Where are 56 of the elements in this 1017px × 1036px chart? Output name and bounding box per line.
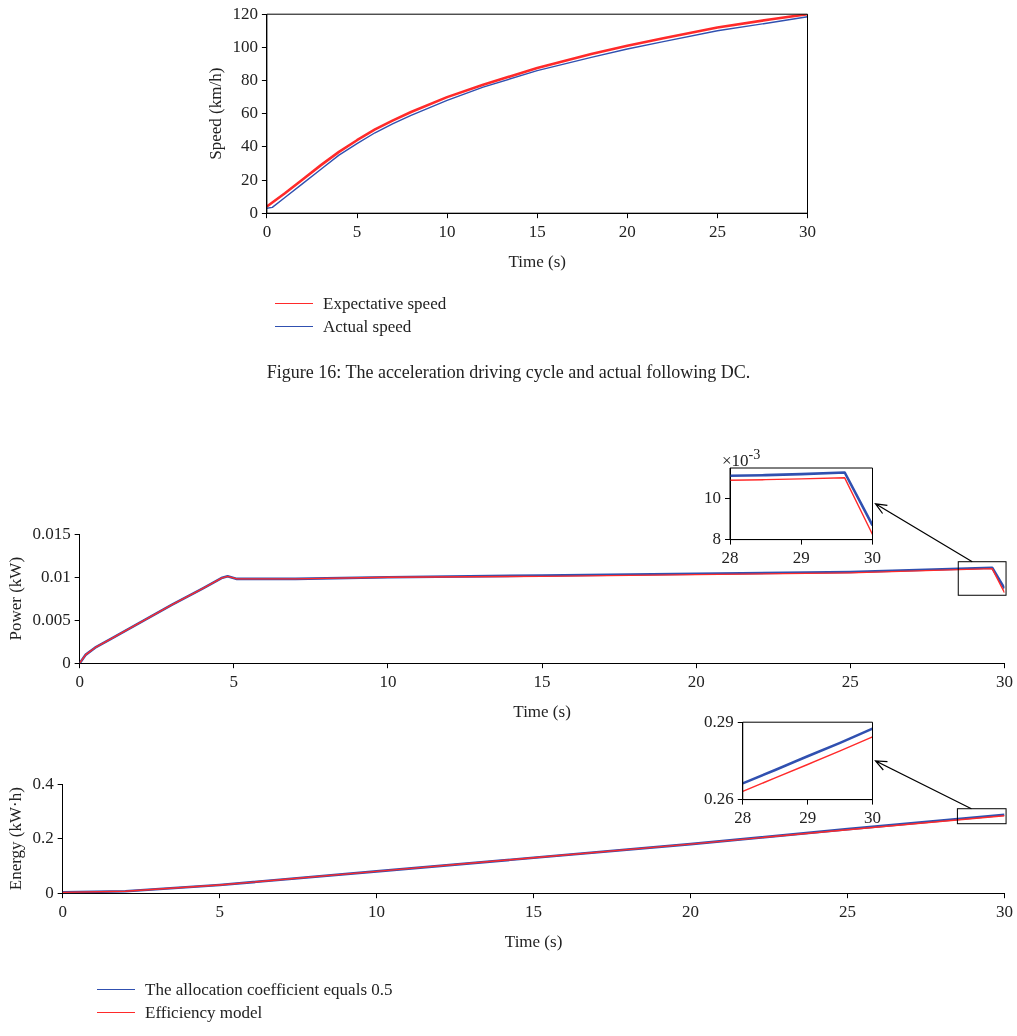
y-tick-label: 0 <box>62 652 71 672</box>
x-axis-title: Time (s) <box>513 702 571 722</box>
x-tick-label: 0 <box>75 671 84 691</box>
annotation: ×10$^{-3}$ <box>722 446 761 471</box>
y-tick-label: 0.4 <box>32 773 55 793</box>
legend-label: Actual speed <box>323 316 412 337</box>
x-tick-label: 28 <box>734 808 752 828</box>
y-tick-label: 120 <box>232 3 258 23</box>
y-tick-label: 0.005 <box>32 609 71 629</box>
x-tick-label: 30 <box>799 221 816 241</box>
x-tick-label: 10 <box>368 901 386 921</box>
x-tick-label: 10 <box>438 221 456 241</box>
y-tick-label: 100 <box>232 36 258 56</box>
x-tick-label: 20 <box>687 671 705 691</box>
x-tick-label: 29 <box>792 548 810 568</box>
y-tick-label: 0 <box>249 202 258 222</box>
x-tick-label: 28 <box>721 548 739 568</box>
x-tick-label: 25 <box>841 671 859 691</box>
x-tick-label: 25 <box>708 221 726 241</box>
y-tick-label: 0.26 <box>704 789 734 809</box>
legend-label: Expectative speed <box>323 293 447 314</box>
y-tick-label: 0.015 <box>32 523 71 543</box>
x-tick-label: 10 <box>379 671 397 691</box>
x-tick-label: 5 <box>229 671 239 691</box>
x-tick-label: 5 <box>215 901 224 921</box>
y-tick-label: 20 <box>240 169 258 189</box>
y-tick-label: 40 <box>240 136 258 156</box>
y-axis-title: Power (kW) <box>5 556 25 641</box>
x-tick-label: 20 <box>618 221 636 241</box>
x-axis-title: Time (s) <box>508 252 566 272</box>
x-tick-label: 29 <box>799 808 817 828</box>
legend-label: Efficiency model <box>145 1002 263 1023</box>
x-tick-label: 15 <box>525 901 543 921</box>
y-tick-label: 0.01 <box>40 566 71 586</box>
x-tick-label: 15 <box>533 671 551 691</box>
x-tick-label: 30 <box>996 671 1013 691</box>
legend-label: The allocation coefficient equals 0.5 <box>145 979 393 1000</box>
y-tick-label: 0.29 <box>704 711 734 731</box>
x-axis-title: Time (s) <box>504 932 563 952</box>
y-tick-label: 0.2 <box>32 828 54 848</box>
x-tick-label: 30 <box>864 808 881 828</box>
x-tick-label: 5 <box>352 221 362 241</box>
caption: Figure 16: The acceleration driving cycle and actual following DC. <box>265 362 752 383</box>
y-tick-label: 0 <box>45 882 54 902</box>
x-tick-label: 30 <box>864 548 881 568</box>
y-tick-label: 80 <box>240 70 258 89</box>
y-axis-title: Speed (km/h) <box>205 67 225 160</box>
x-tick-label: 15 <box>528 221 546 241</box>
x-tick-label: 25 <box>839 901 857 921</box>
x-tick-label: 20 <box>682 901 700 921</box>
y-tick-label: 8 <box>712 529 721 549</box>
x-tick-label: 30 <box>996 901 1013 921</box>
x-tick-label: 0 <box>262 221 272 241</box>
y-tick-label: 10 <box>704 488 721 508</box>
y-axis-title: Energy (kW·h) <box>5 787 25 891</box>
y-tick-label: 60 <box>240 103 258 123</box>
